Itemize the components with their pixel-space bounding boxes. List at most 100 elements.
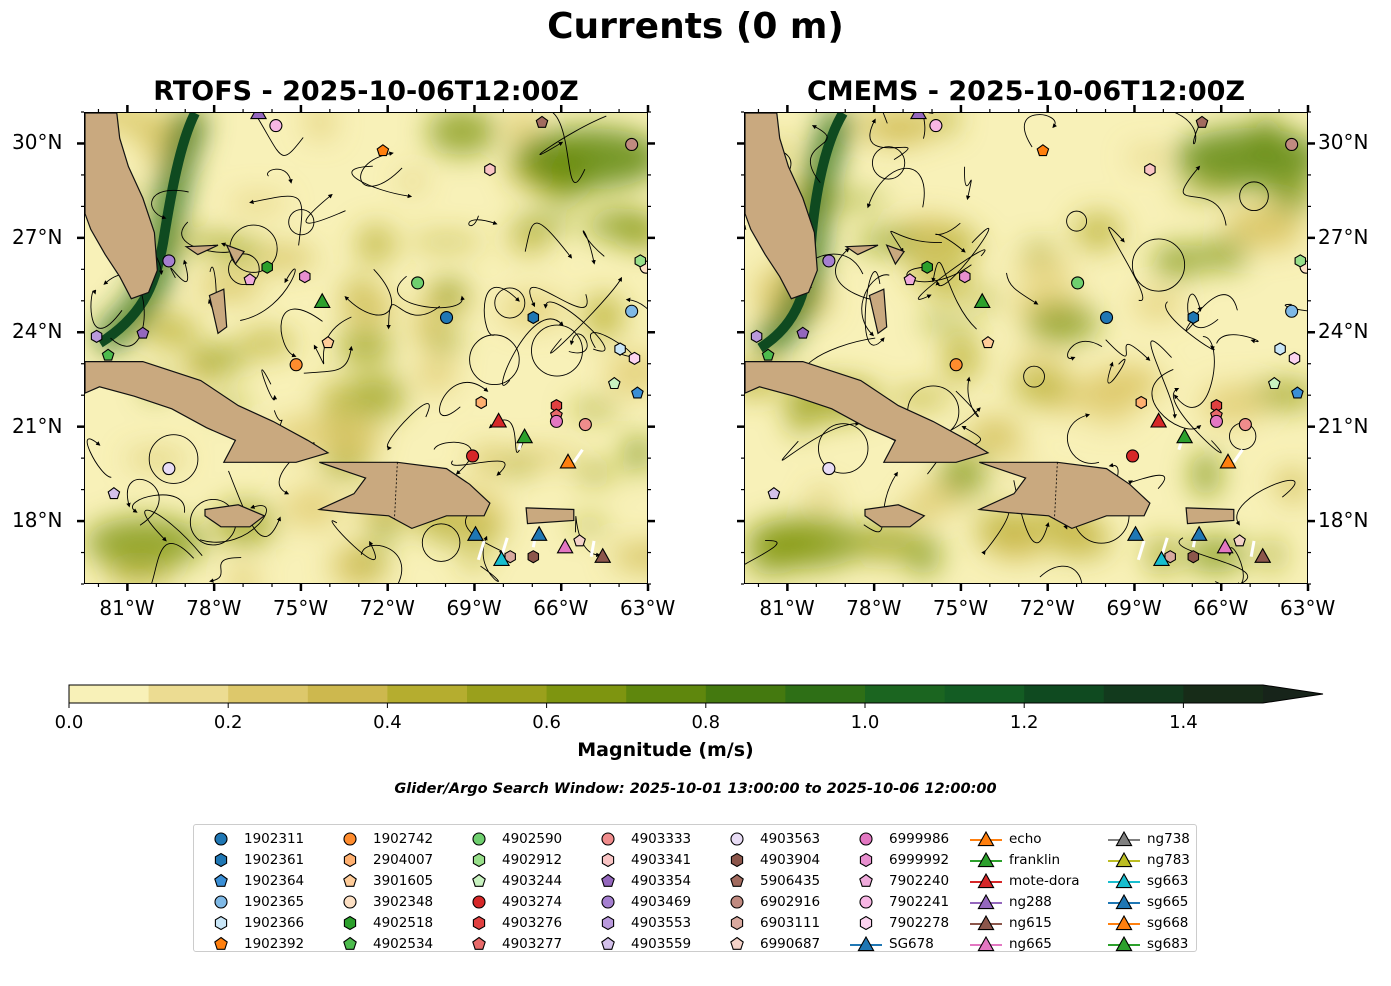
legend-item: 6999986 <box>849 828 949 849</box>
legend-marker-icon <box>214 831 228 846</box>
legend-item: 6990687 <box>720 933 820 954</box>
float-marker-4903244 <box>1267 376 1281 390</box>
rtofs-panel-title: RTOFS - 2025-10-06T12:00Z <box>153 76 579 107</box>
legend-label: 5906435 <box>760 872 821 889</box>
legend-marker-icon <box>859 915 873 930</box>
legend-item: sg665 <box>1107 891 1188 912</box>
legend-item: 4903563 <box>720 828 820 849</box>
legend-label: 1902365 <box>244 893 305 910</box>
legend-item: SG678 <box>849 933 934 954</box>
glider-marker-sg683 <box>973 292 991 308</box>
float-marker-1902366 <box>614 342 626 356</box>
colorbar-segment <box>467 685 548 703</box>
colorbar-tick-label: 0.2 <box>213 712 243 733</box>
legend-label: 4903244 <box>502 872 563 889</box>
float-marker-1902392 <box>1036 144 1050 157</box>
legend-item: sg668 <box>1107 912 1188 933</box>
legend-marker-icon <box>601 894 615 909</box>
legend-item: 4903274 <box>462 891 562 912</box>
legend-label: 4903333 <box>631 830 692 847</box>
legend-item: echo <box>969 828 1042 849</box>
float-marker-1902361 <box>1187 310 1200 325</box>
colorbar-segment <box>546 685 627 703</box>
float-marker-1902364 <box>1291 386 1304 399</box>
glider-marker-echo <box>1219 453 1237 469</box>
lon-tick-label: 66°W <box>533 596 589 620</box>
legend-marker-icon <box>472 831 486 846</box>
lat-tick-label: 30°N <box>12 130 63 155</box>
float-marker-4903244 <box>607 376 621 390</box>
float-marker-3901605 <box>321 336 335 349</box>
legend-marker-icon <box>472 936 486 950</box>
legend-item: 5906435 <box>720 870 820 891</box>
legend-marker-icon <box>601 936 615 950</box>
float-marker-6903111 <box>504 550 516 564</box>
float-marker-6902916 <box>1285 137 1299 152</box>
rtofs-map[interactable] <box>84 112 648 584</box>
float-marker-7902240 <box>903 273 917 286</box>
legend-item: 4902590 <box>462 828 562 849</box>
lon-tick-label: 72°W <box>359 596 415 620</box>
colorbar-segment <box>69 685 150 703</box>
lon-tick-label: 75°W <box>932 596 989 620</box>
legend-label: 4903277 <box>502 935 563 952</box>
colorbar-tick-label: 0.4 <box>373 712 402 733</box>
legend-marker-icon <box>1108 914 1140 930</box>
legend-label: 4903341 <box>631 851 692 868</box>
float-marker-4902590 <box>1071 276 1085 290</box>
legend-item: ng783 <box>1107 849 1190 870</box>
legend-marker-icon <box>1108 872 1140 888</box>
float-marker-4902912 <box>634 254 647 268</box>
float-marker-4903274 <box>1126 449 1140 463</box>
legend-label: 1902366 <box>244 914 305 931</box>
legend-marker-icon <box>970 872 1002 888</box>
float-marker-6999986 <box>549 414 563 428</box>
float-marker-4902518 <box>261 260 273 274</box>
float-marker-4903563 <box>162 462 176 476</box>
lat-tick-label: 21°N <box>1318 413 1369 438</box>
float-marker-1902392 <box>376 144 390 157</box>
colorbar-segment <box>307 685 388 703</box>
legend-label: franklin <box>1009 851 1061 868</box>
lon-tick-label: 63°W <box>1280 596 1336 620</box>
legend-label: ng288 <box>1009 893 1052 910</box>
legend-item: 1902364 <box>204 870 304 891</box>
legend-label: 6999992 <box>889 851 950 868</box>
legend-marker-icon <box>214 852 228 867</box>
legend-marker-icon <box>730 852 744 867</box>
float-marker-4903341 <box>1144 162 1156 177</box>
lon-tick-label: 66°W <box>1193 596 1249 620</box>
legend-marker-icon <box>970 830 1002 846</box>
lat-tick-label: 18°N <box>1318 508 1369 533</box>
colorbar-segment <box>387 685 468 703</box>
float-marker-2904007 <box>1135 395 1147 410</box>
colorbar <box>68 684 1324 708</box>
legend-item: 4903277 <box>462 933 562 954</box>
colorbar-segment <box>626 685 707 703</box>
colorbar-segment <box>1024 685 1105 703</box>
legend-marker-icon <box>214 873 228 887</box>
legend-label: ng783 <box>1147 851 1190 868</box>
legend-label: 1902364 <box>244 872 305 889</box>
colorbar-segment <box>944 685 1025 703</box>
legend-item: 4903333 <box>591 828 691 849</box>
float-marker-6903111 <box>1164 550 1176 564</box>
legend-marker-icon <box>970 893 1002 909</box>
legend-item: 4902534 <box>333 933 433 954</box>
legend-marker-icon <box>970 914 1002 930</box>
legend-marker-icon <box>730 915 744 930</box>
legend-marker-icon <box>970 935 1002 951</box>
colorbar-segment <box>1183 685 1264 703</box>
legend-label: 7902240 <box>889 872 950 889</box>
legend-label: 1902361 <box>244 851 305 868</box>
legend-item: ng738 <box>1107 828 1190 849</box>
legend-marker-icon <box>859 894 873 909</box>
glider-marker-echo <box>559 453 577 469</box>
float-marker-4903553 <box>750 329 763 344</box>
legend-marker-icon <box>343 852 357 867</box>
cmems-map[interactable] <box>744 112 1308 584</box>
colorbar-tick-label: 1.0 <box>850 712 880 733</box>
legend-label: 7902241 <box>889 893 950 910</box>
float-marker-6902916 <box>625 137 639 152</box>
glider-marker-franklin <box>516 427 534 444</box>
